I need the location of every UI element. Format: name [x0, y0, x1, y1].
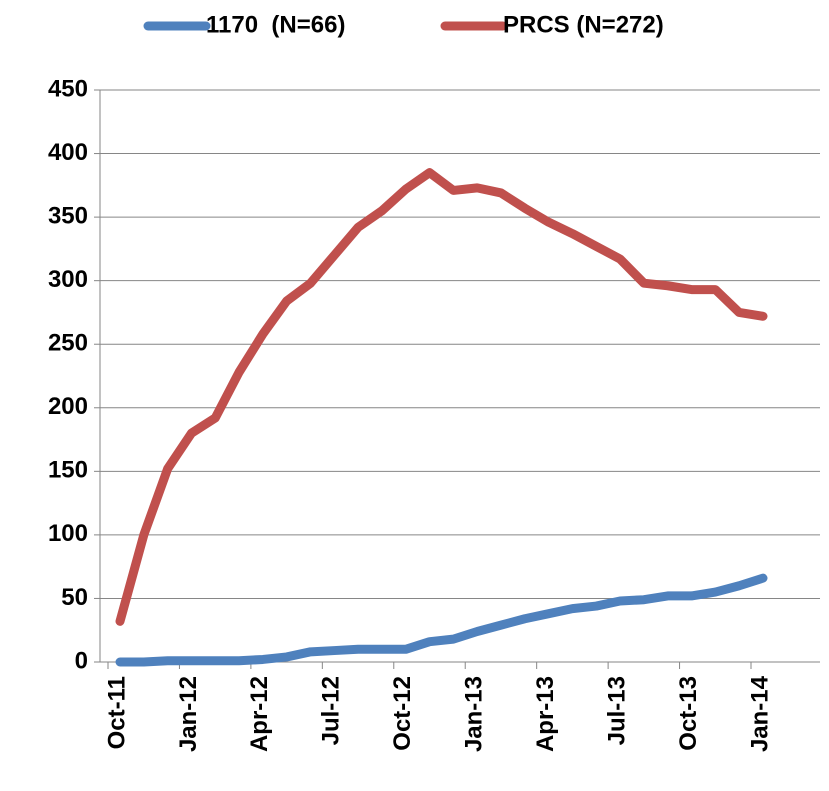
y-tick-label: 450 — [48, 75, 88, 102]
y-tick-label: 350 — [48, 202, 88, 229]
series-line — [115, 168, 768, 626]
y-tick-label: 250 — [48, 330, 88, 357]
series-line — [115, 573, 768, 667]
x-tick-label: Oct-13 — [675, 676, 702, 751]
y-tick-label: 150 — [48, 457, 88, 484]
y-tick-label: 100 — [48, 520, 88, 547]
legend-label: 1170 (N=66) — [206, 11, 345, 38]
legend-label: PRCS (N=272) — [503, 11, 664, 38]
y-tick-label: 200 — [48, 393, 88, 420]
x-tick-label: Oct-11 — [103, 676, 130, 749]
x-tick-label: Jul-13 — [603, 676, 630, 745]
y-tick-label: 50 — [61, 584, 88, 611]
x-tick-label: Jan-13 — [461, 676, 488, 752]
y-tick-label: 0 — [75, 647, 88, 674]
y-tick-label: 300 — [48, 266, 88, 293]
x-tick-label: Oct-12 — [389, 676, 416, 751]
y-tick-label: 400 — [48, 139, 88, 166]
x-tick-label: Jan-12 — [175, 676, 202, 752]
x-tick-label: Apr-12 — [246, 676, 273, 752]
x-tick-label: Jul-12 — [318, 676, 345, 745]
x-tick-label: Jan-14 — [746, 675, 773, 752]
x-tick-label: Apr-13 — [532, 676, 559, 752]
